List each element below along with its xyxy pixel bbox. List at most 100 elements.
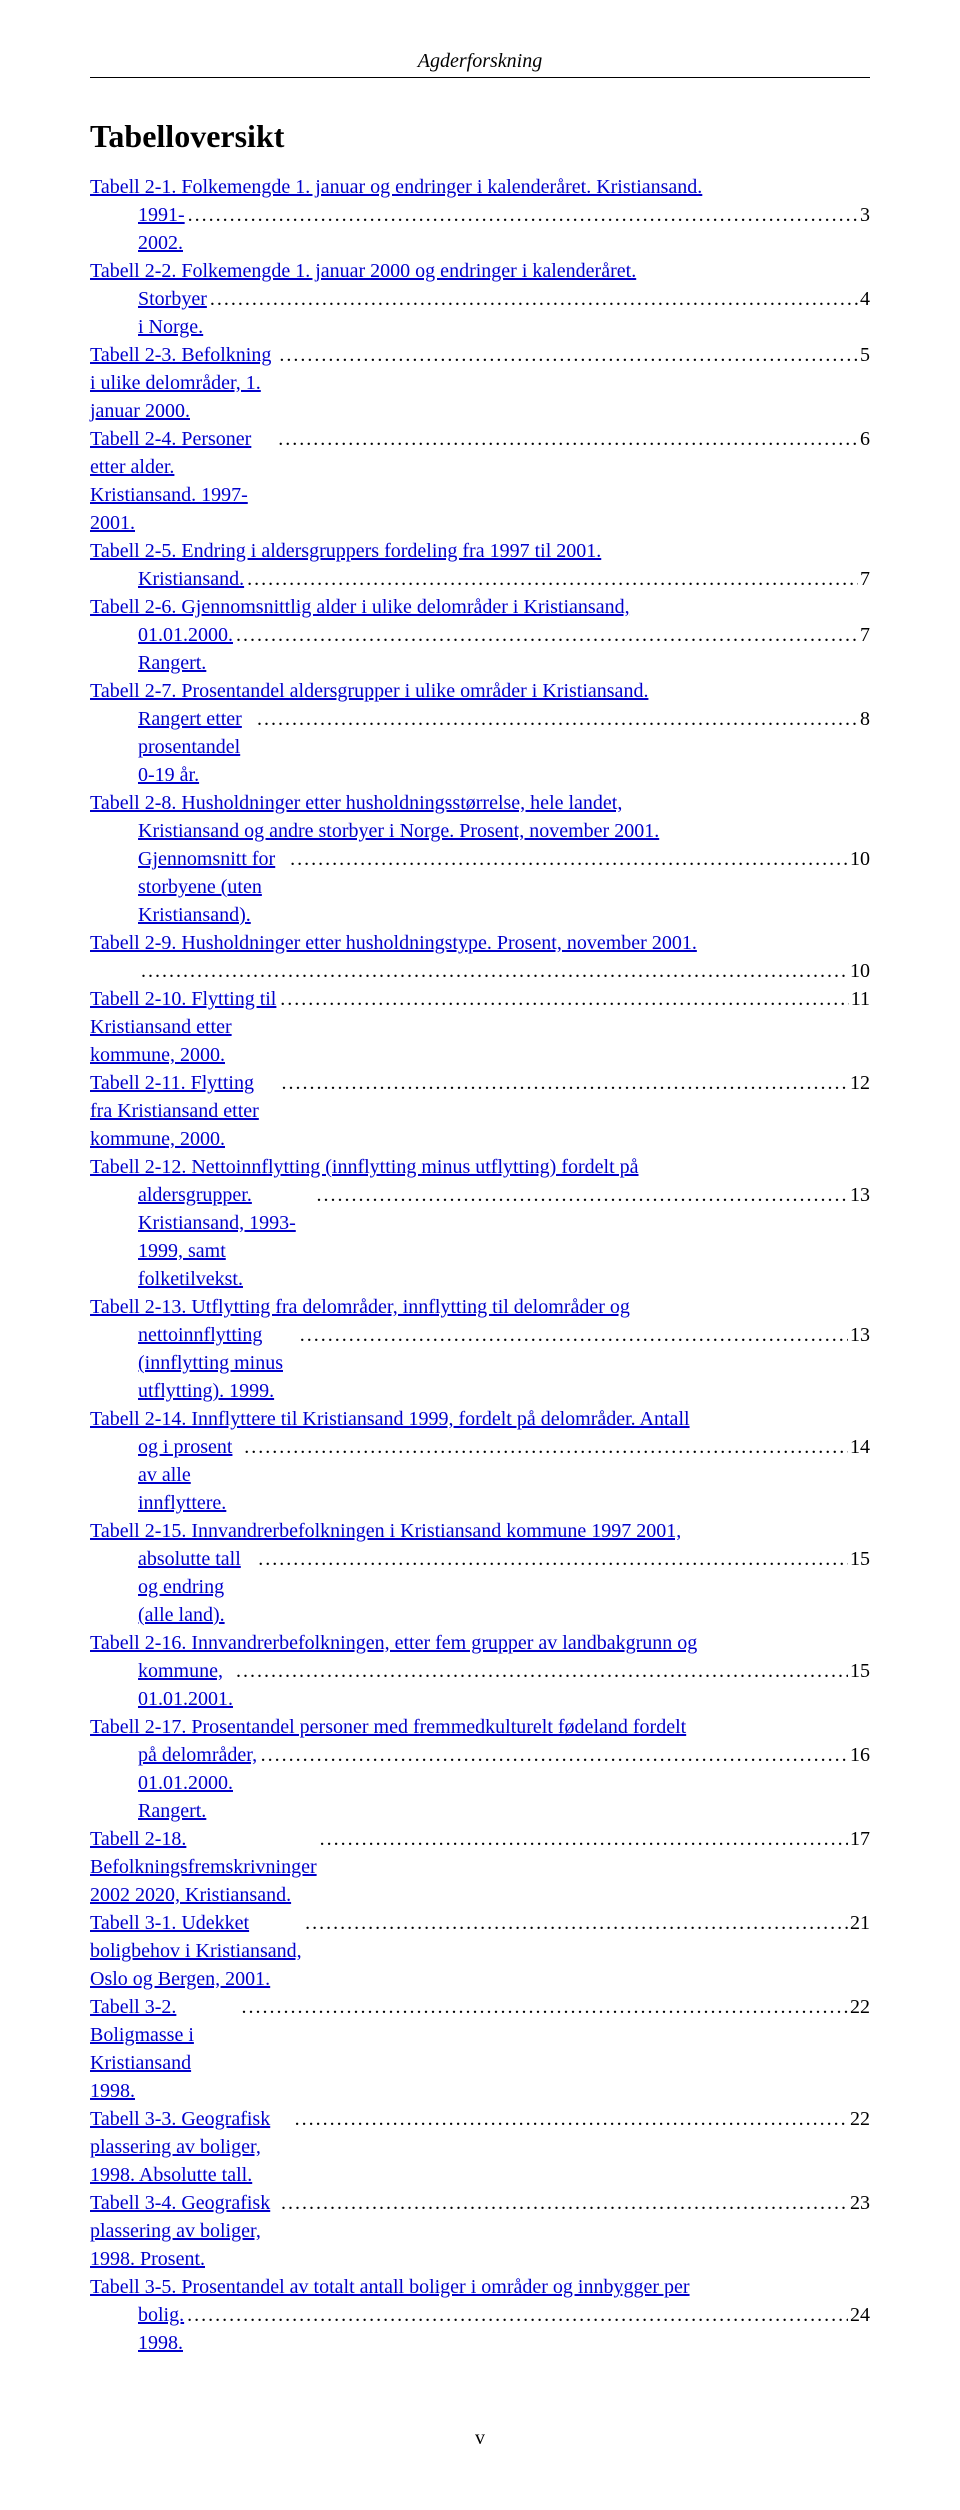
toc-link[interactable]: Tabell 3-1. Udekket boligbehov i Kristia… — [90, 1909, 302, 1993]
toc-page-number: 24 — [848, 2301, 870, 2329]
toc-page-number: 17 — [848, 1825, 870, 1853]
toc-entry-line: Tabell 2-5. Endring i aldersgruppers for… — [90, 537, 870, 565]
toc-link[interactable]: Storbyer i Norge. — [138, 285, 207, 341]
toc-entry-line: Tabell 2-7. Prosentandel aldersgrupper i… — [90, 677, 870, 705]
toc-leader-dots — [233, 1657, 848, 1685]
toc-leader-dots — [241, 1433, 848, 1461]
toc-link[interactable]: Tabell 2-9. Husholdninger etter husholdn… — [90, 929, 697, 957]
toc-leader-dots — [317, 1825, 848, 1853]
toc-page-number: 10 — [848, 845, 870, 873]
toc-page-number: 11 — [849, 985, 870, 1013]
toc-entry-tail: bolig. 1998. 24 — [90, 2301, 870, 2357]
toc-page-number: 13 — [848, 1181, 870, 1209]
toc-link[interactable]: Tabell 2-1. Folkemengde 1. januar og end… — [90, 173, 702, 201]
toc-link[interactable]: Tabell 2-5. Endring i aldersgruppers for… — [90, 537, 601, 565]
toc-link[interactable]: Tabell 2-14. Innflyttere til Kristiansan… — [90, 1405, 690, 1433]
toc-page-number: 16 — [848, 1741, 870, 1769]
toc-link[interactable]: aldersgrupper. Kristiansand, 1993-1999, … — [138, 1181, 314, 1293]
toc-entry-line: Tabell 2-15. Innvandrerbefolkningen i Kr… — [90, 1517, 870, 1545]
toc-leader-dots — [185, 201, 858, 229]
toc-entry-line: Tabell 2-13. Utflytting fra delområder, … — [90, 1293, 870, 1321]
toc-link[interactable]: Tabell 2-13. Utflytting fra delområder, … — [90, 1293, 630, 1321]
toc-entry-tail: Storbyer i Norge. 4 — [90, 285, 870, 341]
toc-entry-tail: Tabell 3-3. Geografisk plassering av bol… — [90, 2105, 870, 2189]
toc-entry-tail: 10 — [90, 957, 870, 985]
toc-link[interactable]: absolutte tall og endring (alle land). — [138, 1545, 255, 1629]
toc-link[interactable]: på delområder, 01.01.2000. Rangert. — [138, 1741, 258, 1825]
page-title: Tabelloversikt — [90, 118, 870, 155]
toc-entry-line: Tabell 2-2. Folkemengde 1. januar 2000 o… — [90, 257, 870, 285]
toc-link[interactable]: Tabell 2-7. Prosentandel aldersgrupper i… — [90, 677, 648, 705]
toc-page-number: 8 — [858, 705, 870, 733]
toc-link[interactable]: 01.01.2000. Rangert. — [138, 621, 233, 677]
toc-link[interactable]: Kristiansand. — [138, 565, 244, 593]
running-header: Agderforskning — [90, 50, 870, 73]
toc-link[interactable]: Tabell 2-8. Husholdninger etter husholdn… — [90, 789, 622, 817]
toc-page-number: 10 — [848, 957, 870, 985]
toc-page-number: 23 — [848, 2189, 870, 2217]
toc-entry-tail: Tabell 2-4. Personer etter alder. Kristi… — [90, 425, 870, 537]
toc-leader-dots — [277, 985, 848, 1013]
toc-page-number: 22 — [848, 1993, 870, 2021]
toc-leader-dots — [254, 705, 858, 733]
toc-entry-line: Tabell 2-9. Husholdninger etter husholdn… — [90, 929, 870, 957]
toc-page-number: 21 — [848, 1909, 870, 1937]
toc-entry-tail: Tabell 2-18. Befolkningsfremskrivninger … — [90, 1825, 870, 1909]
toc-link[interactable]: kommune, 01.01.2001. — [138, 1657, 233, 1713]
toc-page-number: 4 — [858, 285, 870, 313]
toc-link[interactable]: Tabell 3-4. Geografisk plassering av bol… — [90, 2189, 278, 2273]
toc-leader-dots — [297, 1321, 848, 1349]
table-of-contents: Tabell 2-1. Folkemengde 1. januar og end… — [90, 173, 870, 2357]
toc-link[interactable]: nettoinnflytting (innflytting minus utfl… — [138, 1321, 297, 1405]
toc-entry-line: Tabell 3-5. Prosentandel av totalt antal… — [90, 2273, 870, 2301]
toc-entry-tail: absolutte tall og endring (alle land). 15 — [90, 1545, 870, 1629]
toc-page-number: 12 — [848, 1069, 870, 1097]
toc-link[interactable]: Tabell 2-18. Befolkningsfremskrivninger … — [90, 1825, 317, 1909]
toc-link[interactable]: Rangert etter prosentandel 0-19 år. — [138, 705, 254, 789]
toc-link[interactable]: Tabell 2-11. Flytting fra Kristiansand e… — [90, 1069, 279, 1153]
toc-page-number: 22 — [848, 2105, 870, 2133]
toc-entry-line: Tabell 2-1. Folkemengde 1. januar og end… — [90, 173, 870, 201]
toc-link[interactable]: bolig. 1998. — [138, 2301, 184, 2357]
toc-entry-line: Tabell 2-12. Nettoinnflytting (innflytti… — [90, 1153, 870, 1181]
toc-entry-line: Tabell 2-14. Innflyttere til Kristiansan… — [90, 1405, 870, 1433]
toc-page-number: 5 — [858, 341, 870, 369]
toc-entry-tail: Tabell 3-1. Udekket boligbehov i Kristia… — [90, 1909, 870, 1993]
toc-page-number: 7 — [858, 621, 870, 649]
toc-entry-line: Tabell 2-16. Innvandrerbefolkningen, ett… — [90, 1629, 870, 1657]
toc-link[interactable]: Tabell 2-6. Gjennomsnittlig alder i ulik… — [90, 593, 630, 621]
toc-link[interactable]: Tabell 2-10. Flytting til Kristiansand e… — [90, 985, 277, 1069]
toc-entry-tail: Rangert etter prosentandel 0-19 år. 8 — [90, 705, 870, 789]
toc-entry-tail: 1991-2002. 3 — [90, 201, 870, 257]
toc-link[interactable]: og i prosent av alle innflyttere. — [138, 1433, 241, 1517]
toc-entry-tail: 01.01.2000. Rangert. 7 — [90, 621, 870, 677]
toc-link[interactable]: Tabell 2-17. Prosentandel personer med f… — [90, 1713, 686, 1741]
toc-link[interactable]: Tabell 3-2. Boligmasse i Kristiansand 19… — [90, 1993, 238, 2105]
toc-link[interactable]: Tabell 2-2. Folkemengde 1. januar 2000 o… — [90, 257, 636, 285]
toc-leader-dots — [275, 425, 858, 453]
toc-entry-tail: Gjennomsnitt for storbyene (uten Kristia… — [90, 845, 870, 929]
toc-entry-tail: aldersgrupper. Kristiansand, 1993-1999, … — [90, 1181, 870, 1293]
toc-leader-dots — [138, 957, 848, 985]
toc-leader-dots — [292, 2105, 848, 2133]
toc-link[interactable]: 1991-2002. — [138, 201, 185, 257]
toc-entry-tail: Kristiansand.7 — [90, 565, 870, 593]
toc-page-number: 3 — [858, 201, 870, 229]
toc-page-number: 15 — [848, 1657, 870, 1685]
toc-link[interactable]: Gjennomsnitt for storbyene (uten Kristia… — [138, 845, 287, 929]
toc-link[interactable]: Tabell 3-3. Geografisk plassering av bol… — [90, 2105, 292, 2189]
toc-leader-dots — [258, 1741, 848, 1769]
toc-link[interactable]: Tabell 2-16. Innvandrerbefolkningen, ett… — [90, 1629, 697, 1657]
toc-link[interactable]: Tabell 2-4. Personer etter alder. Kristi… — [90, 425, 275, 537]
toc-page-number: 13 — [848, 1321, 870, 1349]
toc-entry-tail: kommune, 01.01.2001. 15 — [90, 1657, 870, 1713]
toc-leader-dots — [287, 845, 848, 873]
toc-leader-dots — [279, 1069, 848, 1097]
toc-link[interactable]: Tabell 3-5. Prosentandel av totalt antal… — [90, 2273, 690, 2301]
toc-page-number: 15 — [848, 1545, 870, 1573]
toc-link[interactable]: Kristiansand og andre storbyer i Norge. … — [138, 817, 659, 845]
toc-entry-tail: Tabell 3-4. Geografisk plassering av bol… — [90, 2189, 870, 2273]
toc-link[interactable]: Tabell 2-15. Innvandrerbefolkningen i Kr… — [90, 1517, 681, 1545]
toc-link[interactable]: Tabell 2-3. Befolkning i ulike delområde… — [90, 341, 276, 425]
toc-link[interactable]: Tabell 2-12. Nettoinnflytting (innflytti… — [90, 1153, 639, 1181]
